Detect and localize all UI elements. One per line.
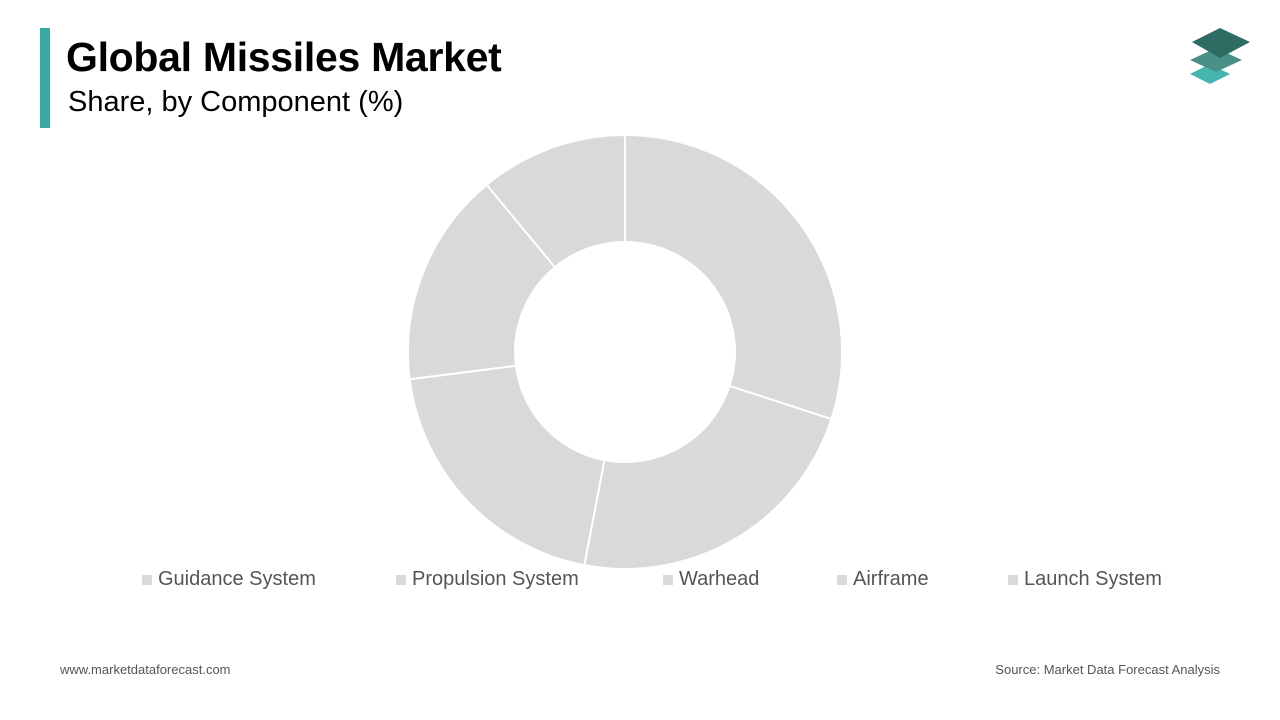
legend-swatch [663, 574, 673, 585]
legend-item-airframe: Airframe [837, 568, 929, 591]
slice-guidance-system [624, 133, 843, 421]
legend-swatch [396, 574, 406, 585]
donut-slices [407, 133, 843, 570]
source-note: Source: Market Data Forecast Analysis [995, 662, 1220, 677]
slice-warhead [408, 364, 606, 567]
slice-launch-system [485, 133, 626, 269]
logo-layer-middle [1190, 48, 1242, 72]
page-title: Global Missiles Market [66, 34, 502, 80]
legend-swatch [837, 574, 847, 585]
legend-label: Airframe [853, 568, 929, 590]
website-url: www.marketdataforecast.com [60, 662, 231, 677]
slice-airframe [407, 183, 557, 381]
legend-swatch [1008, 574, 1018, 585]
legend-label: Propulsion System [412, 568, 579, 590]
legend-item-launch-system: Launch System [1008, 568, 1162, 591]
brand-logo-icon [1190, 28, 1250, 84]
slice-propulsion-system [583, 384, 833, 570]
page-subtitle: Share, by Component (%) [68, 86, 404, 118]
legend-item-warhead: Warhead [663, 568, 759, 591]
legend-label: Warhead [679, 568, 760, 590]
legend-swatch [142, 574, 152, 585]
chart-legend: Guidance System Propulsion System Warhead A… [0, 568, 1280, 598]
legend-item-guidance-system: Guidance System [142, 568, 316, 591]
legend-label: Launch System [1024, 568, 1162, 590]
logo-layer-top [1192, 28, 1250, 58]
title-accent-bar [40, 28, 50, 128]
legend-item-propulsion-system: Propulsion System [396, 568, 579, 591]
legend-label: Guidance System [158, 568, 316, 590]
